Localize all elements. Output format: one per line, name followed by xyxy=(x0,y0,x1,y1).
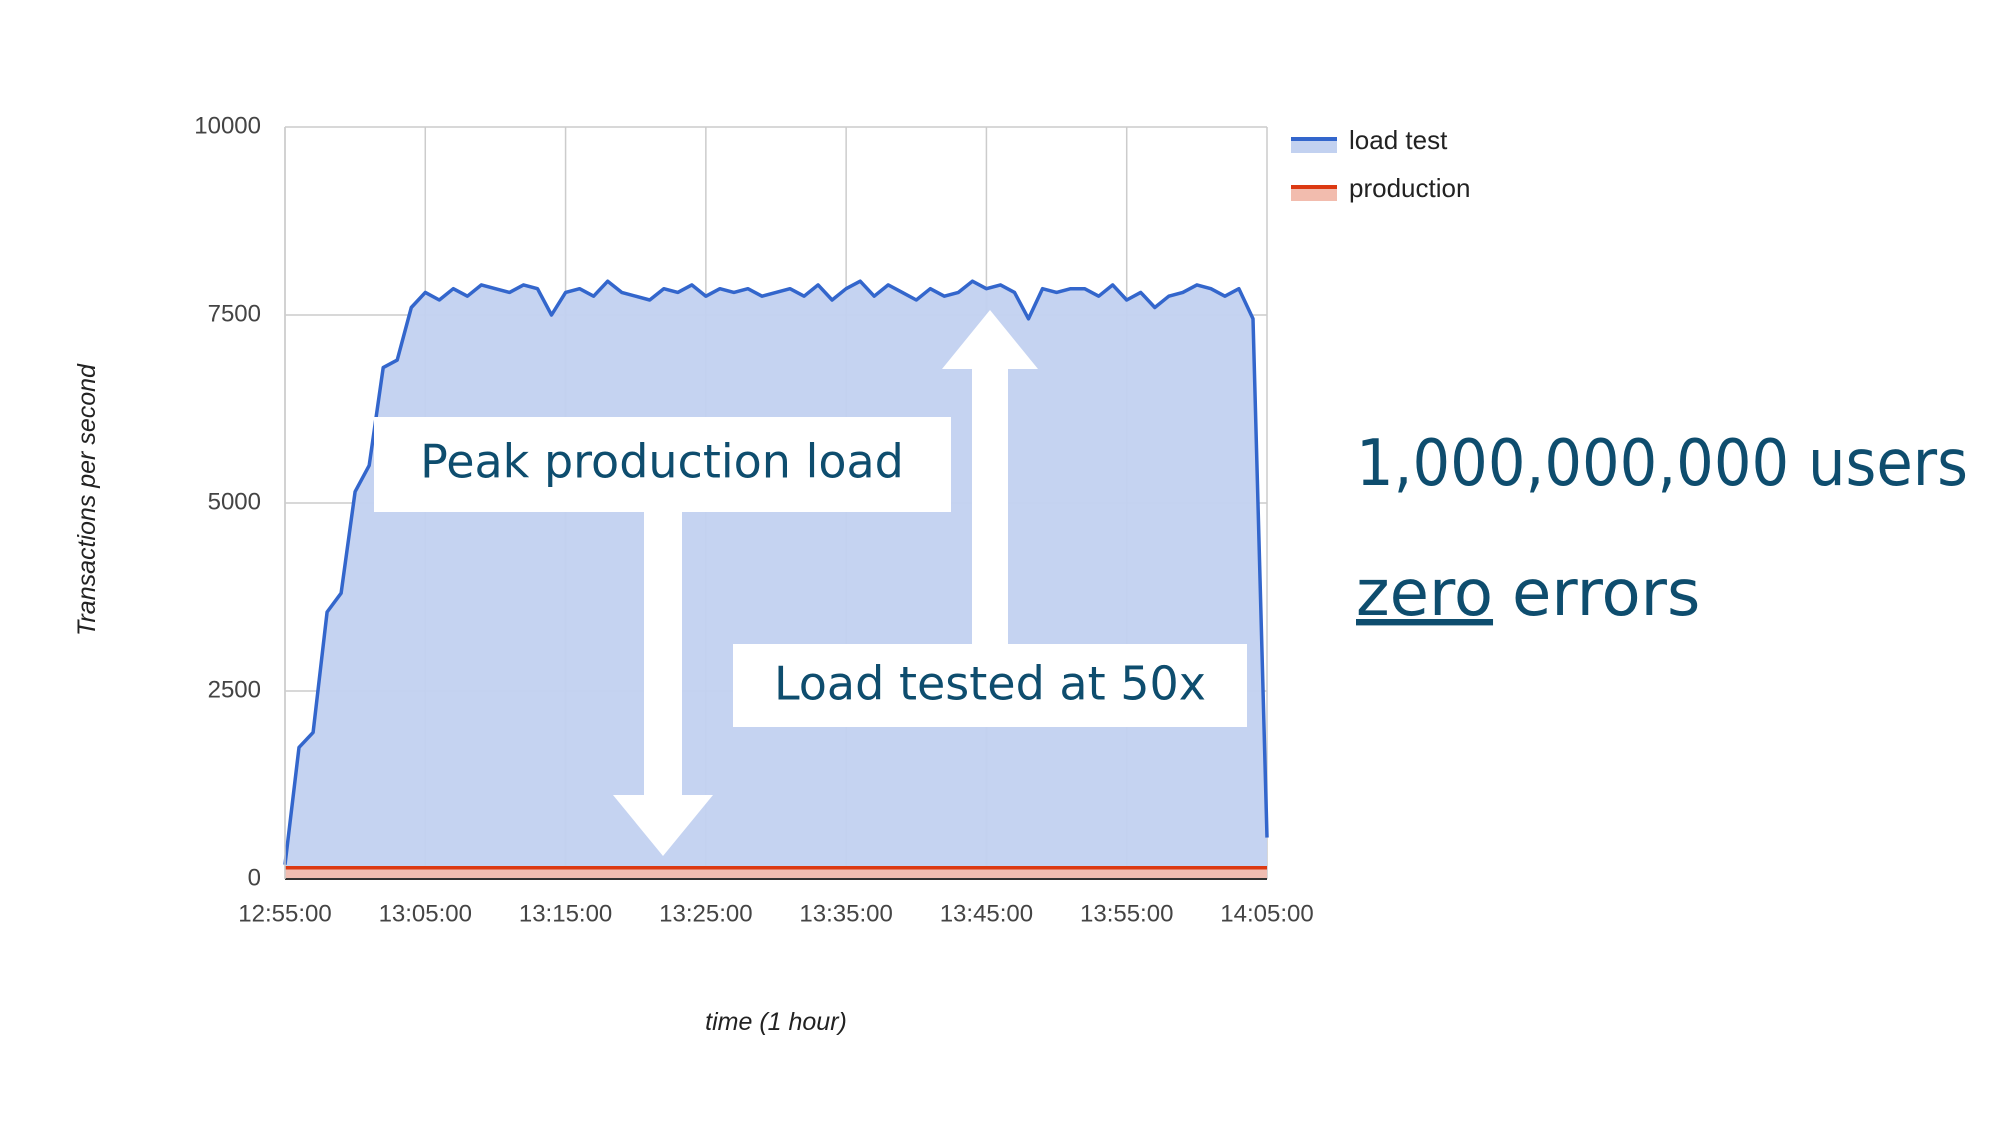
x-tick-label: 13:55:00 xyxy=(1080,900,1173,927)
callout: Load tested at 50x xyxy=(774,657,1206,711)
annotations: Peak production load Load tested at 50x xyxy=(374,310,1247,856)
tagline: errors xyxy=(1512,557,1700,631)
area xyxy=(285,867,1267,879)
arrow-up xyxy=(942,310,1038,644)
callout-box xyxy=(374,417,951,512)
x-tick-label: 12:55:00 xyxy=(238,900,331,927)
emphasis: zero xyxy=(1356,557,1493,631)
legend-label: production xyxy=(1349,173,1470,203)
legend-swatch xyxy=(1291,187,1337,201)
y-tick-label: 0 xyxy=(248,864,261,891)
callout-box xyxy=(733,644,1247,727)
y-tick-label: 10000 xyxy=(194,112,261,139)
y-tick-label: 5000 xyxy=(208,488,261,515)
headline: 1,000,000,000 users xyxy=(1356,427,1968,501)
x-axis-title: time (1 hour) xyxy=(705,1008,847,1036)
x-tick-label: 13:35:00 xyxy=(799,900,892,927)
y-axis-title: Transactions per second xyxy=(73,363,101,636)
y-tick-label: 2500 xyxy=(208,676,261,703)
line xyxy=(283,279,1269,865)
x-tick-label: 13:25:00 xyxy=(659,900,752,927)
x-tick-label: 14:05:00 xyxy=(1220,900,1313,927)
callout: Peak production load xyxy=(420,435,904,489)
x-tick-label: 13:05:00 xyxy=(379,900,472,927)
plot: 0 2500 5000 7500 10000 12:55:00 13:05:00 13:15:… xyxy=(194,112,1470,927)
area xyxy=(285,281,1267,879)
arrow-down xyxy=(613,512,713,856)
x-tick-label: 13:45:00 xyxy=(940,900,1033,927)
x-tick-label: 13:15:00 xyxy=(519,900,612,927)
legend-label: load test xyxy=(1349,125,1448,155)
legend-swatch xyxy=(1291,139,1337,153)
y-tick-label: 7500 xyxy=(208,300,261,327)
